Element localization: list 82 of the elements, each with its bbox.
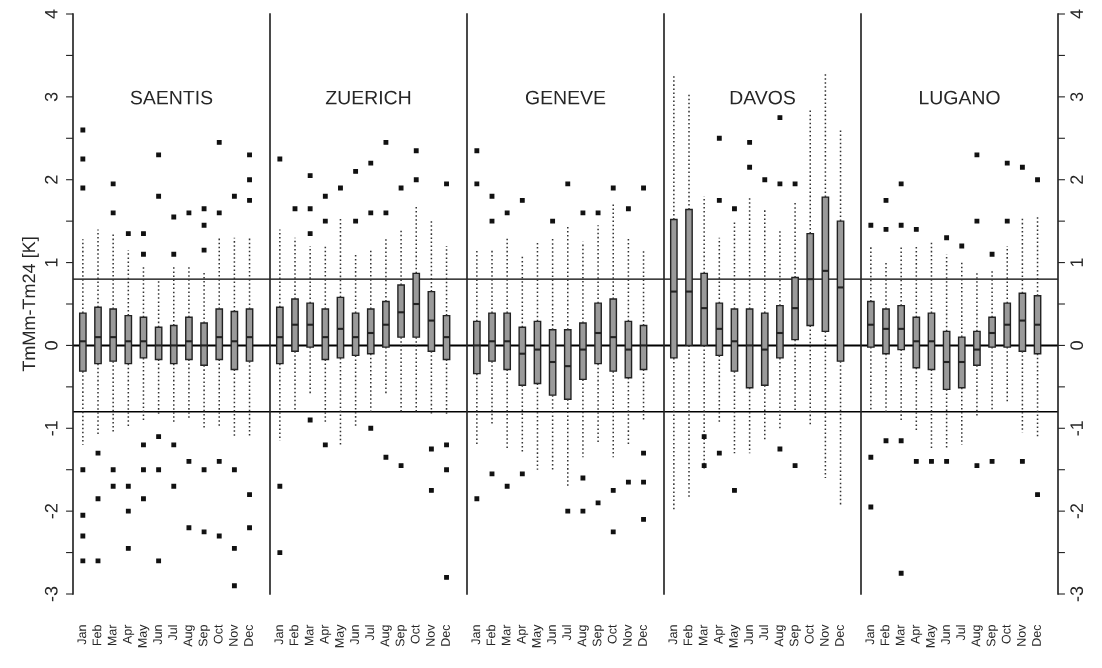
- x-tick-label: Sep: [395, 625, 407, 647]
- y-tick-label: -2: [44, 504, 58, 519]
- x-tick-label: Nov: [229, 624, 238, 646]
- text: ZUERICH: [325, 90, 411, 105]
- x-tick-label: Aug: [971, 625, 983, 647]
- x-tick-label: Jan: [77, 625, 87, 645]
- x-tick-label: Jan: [274, 625, 284, 645]
- x-tick-label: Jan: [865, 625, 875, 645]
- x-tick-label: Apr: [713, 624, 726, 644]
- x-tick-label: Jun: [350, 625, 359, 645]
- x-tick-label: Sep: [592, 625, 604, 647]
- y-tick-label: -1: [45, 421, 58, 436]
- text: LUGANO: [920, 90, 1000, 105]
- x-tick-label: Feb: [289, 625, 299, 646]
- x-tick-label: Feb: [683, 625, 693, 646]
- y-axis-title: TmMm-Tm24 [K]: [21, 237, 39, 372]
- x-tick-label: Oct: [410, 624, 420, 644]
- y-tick-label: -2: [1070, 504, 1083, 519]
- x-tick-label: Dec: [244, 624, 253, 646]
- x-tick-label: Jun: [547, 625, 556, 645]
- x-tick-label: Dec: [638, 624, 647, 646]
- x-tick-label: Jan: [471, 625, 481, 645]
- x-tick-label: Feb: [880, 625, 890, 646]
- y-tick-label: 3: [44, 92, 58, 102]
- x-tick-label: Aug: [774, 625, 786, 647]
- x-tick-label: May: [532, 624, 544, 648]
- x-tick-label: Mar: [107, 624, 117, 646]
- x-tick-label: Jul: [364, 625, 375, 641]
- x-tick-label: Mar: [698, 624, 708, 646]
- x-tick-label: Feb: [486, 625, 496, 646]
- x-tick-label: Jul: [758, 625, 769, 641]
- x-tick-label: Aug: [183, 625, 195, 647]
- x-tick-label: Sep: [198, 625, 210, 647]
- y-tick-label: -3: [44, 586, 58, 602]
- x-tick-label: Jul: [955, 625, 966, 641]
- y-tick-label: -3: [1070, 586, 1084, 602]
- x-tick-label: Dec: [835, 624, 844, 646]
- y-tick-label: 1: [45, 258, 58, 267]
- y-tick-label: 1: [1070, 258, 1083, 267]
- x-tick-label: Jun: [941, 625, 950, 645]
- x-tick-label: Jul: [561, 625, 572, 641]
- y-tick-label: -1: [1070, 421, 1083, 436]
- y-tick-label: 2: [44, 175, 58, 184]
- x-tick-label: Mar: [304, 624, 314, 646]
- x-tick-label: Apr: [910, 624, 923, 644]
- x-tick-label: Oct: [1001, 624, 1011, 644]
- x-tick-label: Sep: [986, 625, 998, 647]
- x-tick-label: Apr: [516, 624, 529, 644]
- x-tick-label: Aug: [380, 625, 392, 647]
- y-tick-label: 4: [45, 9, 58, 19]
- text: DAVOS: [730, 90, 795, 105]
- x-tick-label: Dec: [441, 624, 450, 646]
- x-tick-label: Feb: [92, 625, 102, 646]
- x-tick-label: Nov: [426, 624, 435, 646]
- x-tick-label: Nov: [1017, 624, 1026, 646]
- x-tick-label: Jun: [744, 625, 753, 645]
- x-tick-label: Jun: [153, 625, 162, 645]
- x-tick-label: May: [335, 624, 347, 648]
- y-tick-label: 4: [1070, 9, 1083, 19]
- x-tick-label: May: [729, 624, 741, 648]
- x-tick-label: Apr: [122, 624, 135, 644]
- x-tick-label: Oct: [804, 624, 814, 644]
- text: SAENTIS: [130, 90, 213, 105]
- x-tick-label: Apr: [319, 624, 332, 644]
- x-tick-label: Nov: [820, 624, 829, 646]
- x-tick-label: Oct: [607, 624, 617, 644]
- x-tick-label: Oct: [213, 624, 223, 644]
- x-tick-label: Mar: [895, 624, 905, 646]
- y-tick-label: 2: [1070, 175, 1083, 184]
- y-tick-label: 3: [1070, 92, 1084, 102]
- x-tick-label: Sep: [789, 625, 801, 647]
- x-tick-label: May: [138, 624, 150, 648]
- x-tick-label: May: [926, 624, 938, 648]
- text: GENEVE: [525, 90, 606, 105]
- y-tick-label: 0: [44, 341, 58, 350]
- y-tick-label: 0: [1070, 341, 1084, 350]
- x-tick-label: Jul: [167, 625, 178, 641]
- x-tick-label: Aug: [577, 625, 589, 647]
- x-tick-label: Nov: [623, 624, 632, 646]
- x-tick-label: Dec: [1032, 624, 1041, 646]
- x-tick-label: Mar: [501, 624, 511, 646]
- x-tick-label: Jan: [668, 625, 678, 645]
